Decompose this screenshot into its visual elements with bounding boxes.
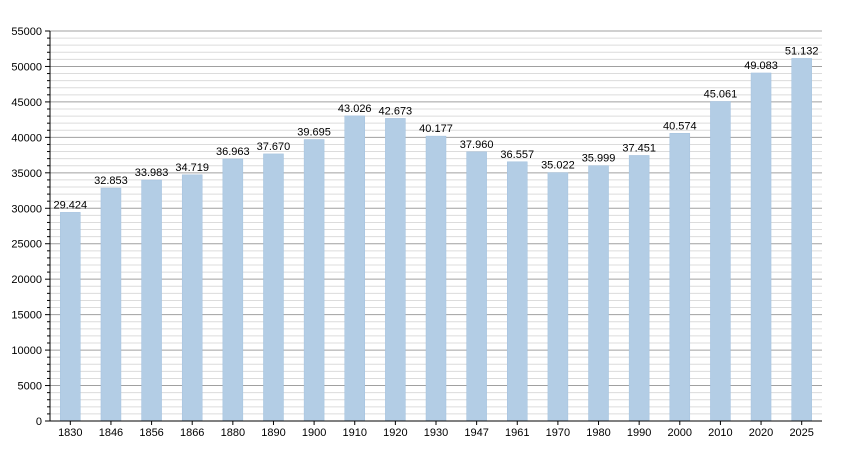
bar-1830 [60, 212, 81, 422]
x-tick-label-1830: 1830 [58, 427, 82, 439]
x-tick-label-1990: 1990 [627, 427, 651, 439]
data-label-2020: 49.083 [744, 60, 778, 72]
x-tick-label-1900: 1900 [302, 427, 326, 439]
bar-2020 [750, 72, 772, 422]
bar-1920 [385, 118, 406, 422]
x-tick-label-1846: 1846 [99, 427, 123, 439]
bar-1900 [303, 139, 325, 422]
x-tick-label-1961: 1961 [505, 427, 529, 439]
data-label-1900: 39.695 [297, 127, 331, 139]
x-tick-label-1980: 1980 [586, 427, 610, 439]
x-tick-label-1947: 1947 [464, 427, 488, 439]
x-tick-label-2010: 2010 [708, 427, 732, 439]
bar-1961 [507, 161, 528, 422]
data-label-2000: 40.574 [663, 120, 697, 132]
x-tick-label-1866: 1866 [180, 427, 204, 439]
data-label-1866: 34.719 [175, 162, 209, 174]
x-tick-label-2020: 2020 [749, 427, 773, 439]
data-label-1961: 36.557 [500, 149, 534, 161]
x-tick-label-1910: 1910 [342, 427, 366, 439]
y-tick-label: 40000 [11, 132, 42, 144]
bar-1846 [100, 187, 122, 422]
y-tick-label: 20000 [11, 274, 42, 286]
bar-2010 [710, 101, 731, 422]
data-label-1920: 42.673 [379, 105, 413, 117]
data-label-1990: 37.451 [622, 142, 656, 154]
bar-1880 [222, 158, 244, 422]
data-label-1880: 36.963 [216, 146, 250, 158]
data-label-1947: 37.960 [460, 139, 494, 151]
x-tick-label-1930: 1930 [424, 427, 448, 439]
bar-1930 [425, 135, 447, 422]
y-tick-label: 45000 [11, 97, 42, 109]
data-label-1910: 43.026 [338, 103, 372, 115]
x-tick-label-2025: 2025 [789, 427, 813, 439]
bar-1910 [344, 115, 365, 422]
x-tick-label-2000: 2000 [668, 427, 692, 439]
x-tick-label-1856: 1856 [139, 427, 163, 439]
data-label-1846: 32.853 [94, 175, 128, 187]
bar-1980 [588, 165, 609, 422]
data-label-2025: 51.132 [785, 45, 819, 57]
bar-1866 [181, 174, 203, 422]
y-tick-label: 5000 [18, 381, 42, 393]
x-tick-label-1890: 1890 [261, 427, 285, 439]
data-label-1856: 33.983 [135, 167, 169, 179]
bar-1890 [263, 153, 284, 422]
data-label-1970: 35.022 [541, 160, 575, 172]
y-tick-label: 25000 [11, 239, 42, 251]
y-tick-label: 55000 [11, 26, 42, 38]
y-tick-label: 50000 [11, 61, 42, 73]
bar-2025 [791, 58, 812, 422]
data-label-1980: 35.999 [582, 153, 616, 165]
x-tick-label-1970: 1970 [546, 427, 570, 439]
data-label-1930: 40.177 [419, 123, 453, 135]
y-tick-label: 35000 [11, 168, 42, 180]
data-label-1830: 29.424 [53, 199, 87, 211]
bar-2000 [669, 133, 691, 422]
data-label-2010: 45.061 [704, 88, 738, 100]
bar-1970 [547, 172, 569, 422]
y-tick-label: 10000 [11, 345, 42, 357]
data-label-1890: 37.670 [257, 141, 291, 153]
bar-1990 [628, 155, 650, 422]
y-tick-label: 15000 [11, 310, 42, 322]
x-tick-label-1880: 1880 [221, 427, 245, 439]
x-tick-label-1920: 1920 [383, 427, 407, 439]
bar-1856 [141, 179, 162, 422]
y-tick-label: 30000 [11, 203, 42, 215]
y-tick-label: 0 [36, 416, 42, 428]
bar-1947 [466, 151, 487, 422]
